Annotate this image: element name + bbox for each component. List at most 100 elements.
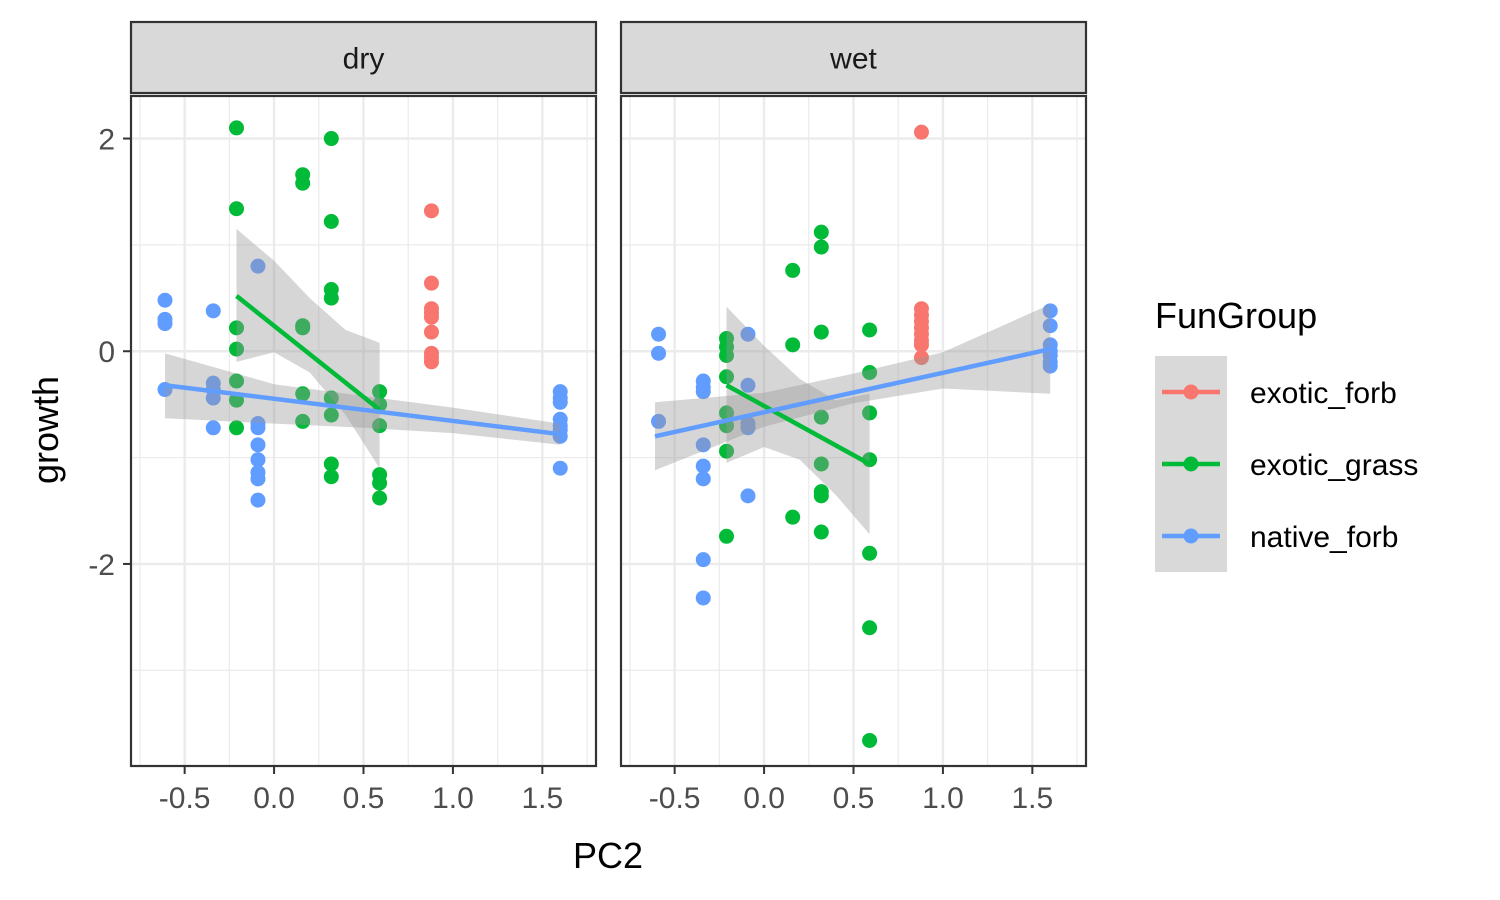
- fit-line-native_forb: [654, 346, 1051, 439]
- legend-entry-exotic_forb: exotic_forb: [1162, 377, 1397, 410]
- fit-line-native_forb: [164, 383, 561, 437]
- data-point-exotic_grass: [323, 131, 339, 147]
- x-tick-label: 1.0: [922, 782, 964, 815]
- data-point-native_forb: [157, 316, 173, 332]
- data-point-native_forb: [250, 452, 266, 468]
- data-point-native_forb: [552, 460, 568, 476]
- data-point-native_forb: [651, 345, 667, 361]
- data-point-native_forb: [250, 437, 266, 453]
- confidence-ribbon-native_forb: [655, 304, 1051, 471]
- data-point-native_forb: [695, 384, 711, 400]
- data-point-exotic_grass: [229, 120, 245, 136]
- data-point-exotic_grass: [862, 732, 878, 748]
- data-point-exotic_grass: [785, 509, 801, 525]
- data-point-exotic_grass: [813, 409, 829, 425]
- data-point-exotic_grass: [229, 320, 245, 336]
- data-point-exotic_forb: [423, 324, 439, 340]
- legend-title: FunGroup: [1155, 295, 1317, 336]
- data-point-exotic_grass: [813, 224, 829, 240]
- data-point-exotic_forb: [913, 124, 929, 140]
- legend-key-point: [1183, 384, 1199, 400]
- data-point-exotic_grass: [862, 405, 878, 421]
- data-point-exotic_grass: [323, 469, 339, 485]
- data-point-native_forb: [651, 326, 667, 342]
- data-point-exotic_grass: [323, 390, 339, 406]
- data-point-exotic_grass: [372, 418, 388, 434]
- data-point-native_forb: [250, 420, 266, 436]
- data-point-native_forb: [740, 326, 756, 342]
- points-native_forb: [651, 303, 1058, 606]
- facet-strip-label: wet: [829, 43, 877, 76]
- data-point-native_forb: [740, 420, 756, 436]
- legend-label: exotic_forb: [1250, 377, 1397, 410]
- x-tick-label: 0.0: [253, 782, 295, 815]
- confidence-ribbon-exotic_grass: [726, 306, 870, 535]
- facet-strip: [619, 20, 1088, 95]
- points-native_forb: [157, 258, 568, 508]
- data-point-native_forb: [1042, 358, 1058, 374]
- data-point-exotic_grass: [295, 413, 311, 429]
- data-point-exotic_grass: [719, 347, 735, 363]
- y-tick-label: -2: [88, 549, 115, 582]
- x-tick-label: 1.0: [432, 782, 474, 815]
- data-point-native_forb: [1042, 303, 1058, 319]
- data-point-exotic_forb: [913, 350, 929, 366]
- data-point-exotic_grass: [295, 386, 311, 402]
- data-point-native_forb: [250, 471, 266, 487]
- facet-strip: [129, 20, 598, 95]
- x-tick-label: 1.5: [521, 782, 563, 815]
- facet-strip-label: dry: [343, 43, 385, 76]
- x-tick-label: -0.5: [159, 782, 211, 815]
- fit-line-exotic_grass: [235, 294, 381, 412]
- x-tick-label: 1.5: [1011, 782, 1053, 815]
- x-axis-title: PC2: [573, 835, 643, 876]
- data-point-native_forb: [695, 552, 711, 568]
- data-point-native_forb: [205, 303, 221, 319]
- data-point-native_forb: [651, 413, 667, 429]
- data-point-native_forb: [695, 471, 711, 487]
- data-point-exotic_grass: [813, 239, 829, 255]
- data-point-exotic_forb: [913, 337, 929, 353]
- data-point-exotic_grass: [862, 365, 878, 381]
- data-point-exotic_grass: [813, 488, 829, 504]
- legend-entries: exotic_forb exotic_grass native_forb: [1162, 377, 1418, 554]
- data-point-exotic_grass: [862, 620, 878, 636]
- points-exotic_forb: [423, 203, 439, 370]
- data-point-exotic_grass: [295, 175, 311, 191]
- data-point-exotic_grass: [229, 341, 245, 357]
- panel-dry: dry -0.5 0.0 0.5 1.0 1.5 2 0 -2: [88, 20, 598, 815]
- legend-key-point: [1183, 456, 1199, 472]
- data-point-native_forb: [157, 292, 173, 308]
- data-point-exotic_grass: [719, 369, 735, 385]
- data-point-native_forb: [205, 420, 221, 436]
- data-point-exotic_grass: [813, 456, 829, 472]
- data-point-native_forb: [740, 377, 756, 393]
- legend-entry-exotic_grass: exotic_grass: [1162, 449, 1418, 482]
- x-tick-label: -0.5: [649, 782, 701, 815]
- legend: FunGroup exotic_forb exotic_grass native_f…: [1155, 295, 1418, 572]
- data-point-exotic_grass: [323, 213, 339, 229]
- data-point-native_forb: [695, 437, 711, 453]
- y-tick-label: 2: [98, 124, 115, 157]
- y-tick-label: 0: [98, 336, 115, 369]
- data-point-native_forb: [205, 390, 221, 406]
- data-point-exotic_grass: [323, 407, 339, 423]
- y-axis-title: growth: [25, 376, 66, 484]
- points-exotic_grass: [719, 224, 878, 748]
- data-point-exotic_forb: [423, 275, 439, 291]
- data-point-exotic_forb: [423, 309, 439, 325]
- data-point-exotic_grass: [229, 201, 245, 217]
- data-point-exotic_grass: [719, 528, 735, 544]
- points-exotic_forb: [913, 124, 929, 366]
- data-point-exotic_grass: [323, 290, 339, 306]
- data-point-native_forb: [740, 488, 756, 504]
- data-point-exotic_grass: [862, 322, 878, 338]
- data-point-exotic_grass: [323, 456, 339, 472]
- x-tick-label: 0.0: [743, 782, 785, 815]
- legend-label: native_forb: [1250, 521, 1398, 554]
- data-point-exotic_grass: [719, 443, 735, 459]
- data-point-exotic_grass: [813, 524, 829, 540]
- data-point-exotic_grass: [229, 373, 245, 389]
- data-point-exotic_grass: [785, 337, 801, 353]
